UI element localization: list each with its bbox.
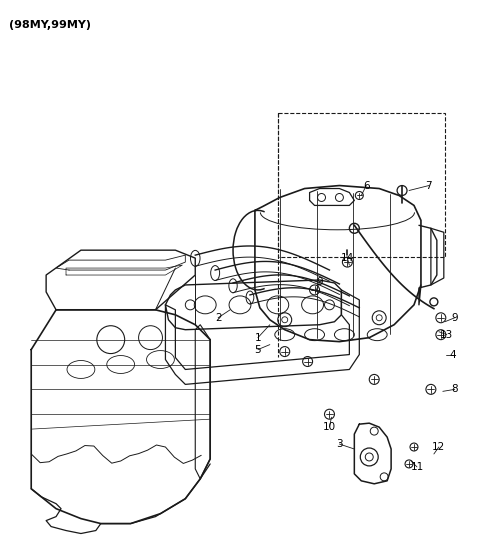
- Text: 7: 7: [426, 181, 432, 190]
- Text: 5: 5: [254, 345, 261, 354]
- Text: (98MY,99MY): (98MY,99MY): [9, 20, 91, 30]
- Text: 3: 3: [336, 439, 343, 449]
- Text: 11: 11: [410, 462, 423, 472]
- Text: 13: 13: [440, 330, 454, 340]
- Text: 8: 8: [451, 384, 458, 395]
- Text: 14: 14: [341, 253, 354, 263]
- Text: 9: 9: [316, 277, 323, 287]
- Bar: [278, 113, 445, 257]
- Text: 4: 4: [449, 349, 456, 359]
- Text: 10: 10: [323, 422, 336, 432]
- Text: 1: 1: [254, 333, 261, 343]
- Text: 2: 2: [215, 313, 221, 323]
- Text: 12: 12: [432, 442, 445, 452]
- Text: 6: 6: [363, 181, 370, 190]
- Text: 9: 9: [451, 313, 458, 323]
